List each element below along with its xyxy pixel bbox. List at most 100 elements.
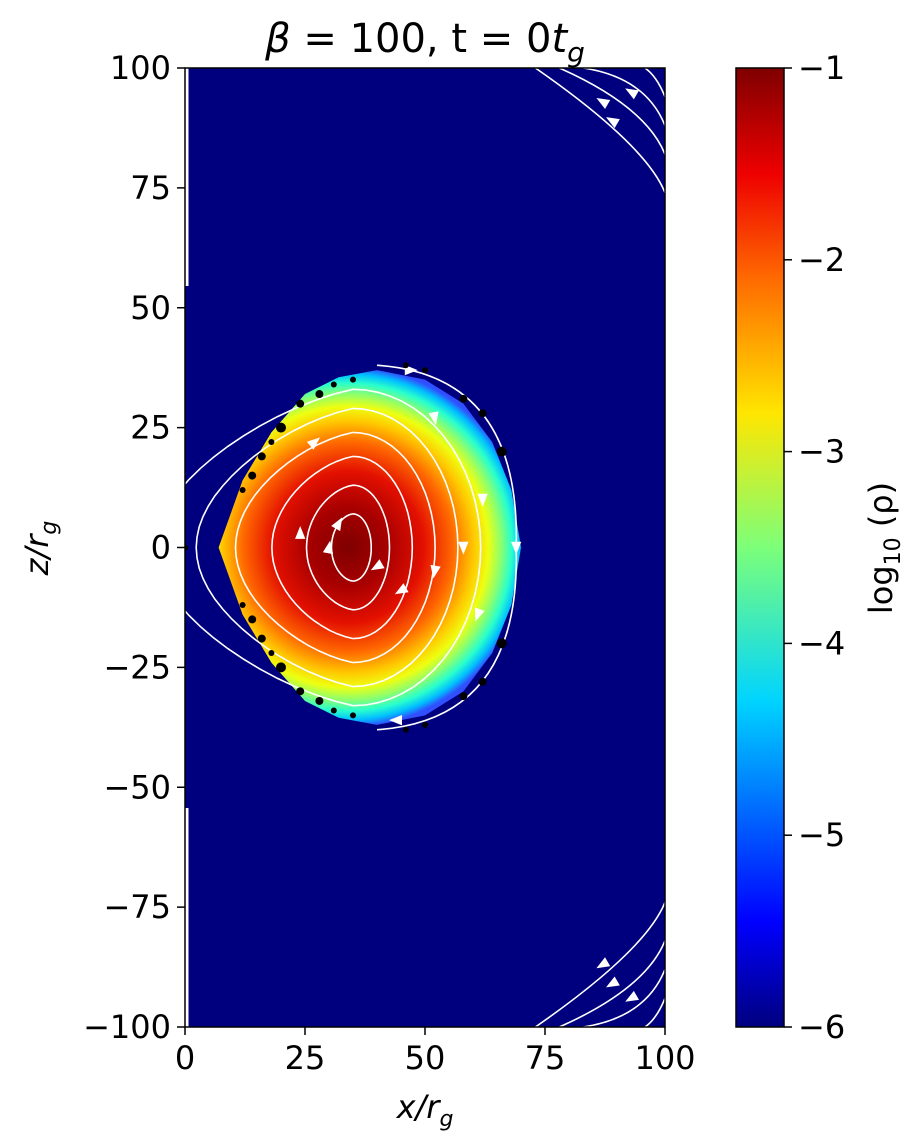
x-axis-ticks: 0 25 50 75 100 bbox=[175, 1027, 696, 1077]
streamline-loop bbox=[195, 407, 459, 688]
boundary-marker bbox=[268, 649, 275, 656]
streamline-loop bbox=[234, 431, 436, 664]
title-t-symbol: t bbox=[551, 16, 568, 62]
y-axis-label-sub: g bbox=[37, 521, 62, 535]
y-tick-label: 100 bbox=[110, 49, 171, 87]
y-tick-label: 25 bbox=[130, 409, 171, 447]
streamline-arrow bbox=[596, 97, 611, 109]
boundary-marker bbox=[350, 712, 356, 719]
x-tick-label: 100 bbox=[634, 1039, 695, 1077]
y-tick-label: 75 bbox=[130, 169, 171, 207]
y-axis-label: z/rg bbox=[18, 521, 62, 577]
boundary-marker bbox=[422, 367, 428, 374]
y-tick-label: 50 bbox=[130, 289, 171, 327]
boundary-marker bbox=[330, 707, 337, 714]
colorbar-tick-label: −4 bbox=[798, 624, 845, 662]
plot-area bbox=[185, 68, 665, 1027]
colorbar-label-suffix: (ρ) bbox=[862, 482, 900, 537]
boundary-marker bbox=[402, 726, 409, 733]
boundary-marker bbox=[496, 638, 507, 649]
title-text: = 100, t = 0 bbox=[291, 16, 552, 62]
boundary-marker bbox=[276, 662, 286, 673]
colorbar-ticks: −1 −2 −3 −4 −5 −6 bbox=[784, 49, 845, 1046]
x-tick-label: 75 bbox=[525, 1039, 566, 1077]
y-tick-label: −25 bbox=[103, 648, 171, 686]
streamline-arrow bbox=[295, 525, 306, 539]
y-axis-label-main: z/r bbox=[18, 533, 56, 577]
streamline-arrow bbox=[404, 364, 418, 376]
title-g-subscript: g bbox=[567, 36, 585, 69]
streamline-loop bbox=[271, 455, 414, 640]
boundary-marker bbox=[315, 696, 324, 705]
streamline-corner-bottom bbox=[534, 902, 665, 1027]
boundary-marker bbox=[257, 452, 266, 461]
streamline-corner-bottom bbox=[559, 940, 665, 1027]
streamline-arrow bbox=[430, 564, 441, 579]
streamlines bbox=[185, 68, 665, 1027]
boundary-marker bbox=[248, 471, 257, 480]
boundary-marker bbox=[478, 677, 487, 686]
boundary-marker bbox=[296, 399, 305, 408]
boundary-marker bbox=[296, 687, 305, 696]
x-tick-label: 25 bbox=[285, 1039, 326, 1077]
streamline-arrow bbox=[477, 493, 488, 507]
streamline-arrow bbox=[625, 990, 640, 1002]
y-tick-label: −50 bbox=[103, 768, 171, 806]
streamline-arrow bbox=[306, 437, 321, 450]
boundary-marker bbox=[276, 422, 286, 433]
y-tick-label: −100 bbox=[83, 1008, 171, 1046]
streamline-loop bbox=[185, 388, 482, 707]
streamline-corner-top bbox=[559, 68, 665, 155]
x-tick-label: 0 bbox=[175, 1039, 195, 1077]
streamline-corner-top bbox=[583, 68, 665, 126]
boundary-marker bbox=[350, 376, 356, 383]
boundary-marker bbox=[315, 390, 324, 399]
boundary-marker bbox=[239, 486, 246, 493]
streamline-arrow bbox=[389, 714, 403, 726]
streamline-arrow bbox=[511, 541, 522, 555]
streamline-loop bbox=[305, 484, 391, 611]
streamline-arrow bbox=[606, 976, 620, 988]
boundary-marker bbox=[268, 439, 275, 446]
streamline-corner-bottom bbox=[607, 997, 665, 1027]
streamline-arrow bbox=[474, 607, 485, 622]
colorbar-label: log10 (ρ) bbox=[862, 482, 906, 614]
boundary-marker bbox=[239, 602, 246, 609]
boundary-marker bbox=[402, 362, 409, 369]
boundary-marker bbox=[478, 409, 487, 418]
streamline-arrow bbox=[394, 583, 409, 595]
x-axis-label-main: x/r bbox=[396, 1088, 442, 1126]
streamline-corner-top bbox=[534, 68, 665, 193]
x-tick-label: 50 bbox=[405, 1039, 446, 1077]
boundary-marker bbox=[248, 615, 257, 624]
y-tick-label: −75 bbox=[103, 888, 171, 926]
streamline-arrow bbox=[331, 517, 343, 532]
boundary-marker bbox=[459, 692, 468, 701]
streamline-arrow bbox=[596, 957, 611, 969]
streamline-corner-bottom bbox=[583, 969, 665, 1027]
streamline-arrow bbox=[625, 88, 640, 100]
colorbar-tick-label: −6 bbox=[798, 1008, 845, 1046]
streamline-corner-top bbox=[607, 68, 665, 98]
streamline-arrow bbox=[458, 541, 469, 555]
streamline-arrow bbox=[606, 117, 620, 129]
colorbar-label-prefix: log bbox=[862, 565, 900, 614]
colorbar-tick-label: −3 bbox=[798, 433, 845, 471]
boundary-marker bbox=[422, 721, 428, 728]
chart-title: β = 100, t = 0tg bbox=[264, 16, 585, 69]
streamline-arrow bbox=[370, 559, 385, 571]
x-axis-label-sub: g bbox=[439, 1107, 453, 1132]
colorbar-tick-label: −2 bbox=[798, 241, 845, 279]
streamline-arrow bbox=[428, 411, 439, 426]
title-beta: β bbox=[264, 16, 291, 62]
boundary-marker bbox=[496, 446, 507, 457]
boundary-marker bbox=[330, 381, 337, 388]
colorbar-tick-label: −5 bbox=[798, 816, 845, 854]
colorbar-tick-label: −1 bbox=[798, 49, 845, 87]
y-axis-ticks: 100 75 50 25 0 −25 −50 −75 −100 bbox=[83, 49, 185, 1046]
colorbar bbox=[735, 67, 785, 1028]
x-axis-label: x/rg bbox=[396, 1088, 454, 1132]
colorbar-label-sub: 10 bbox=[881, 537, 906, 565]
streamline-arrow bbox=[322, 540, 334, 555]
